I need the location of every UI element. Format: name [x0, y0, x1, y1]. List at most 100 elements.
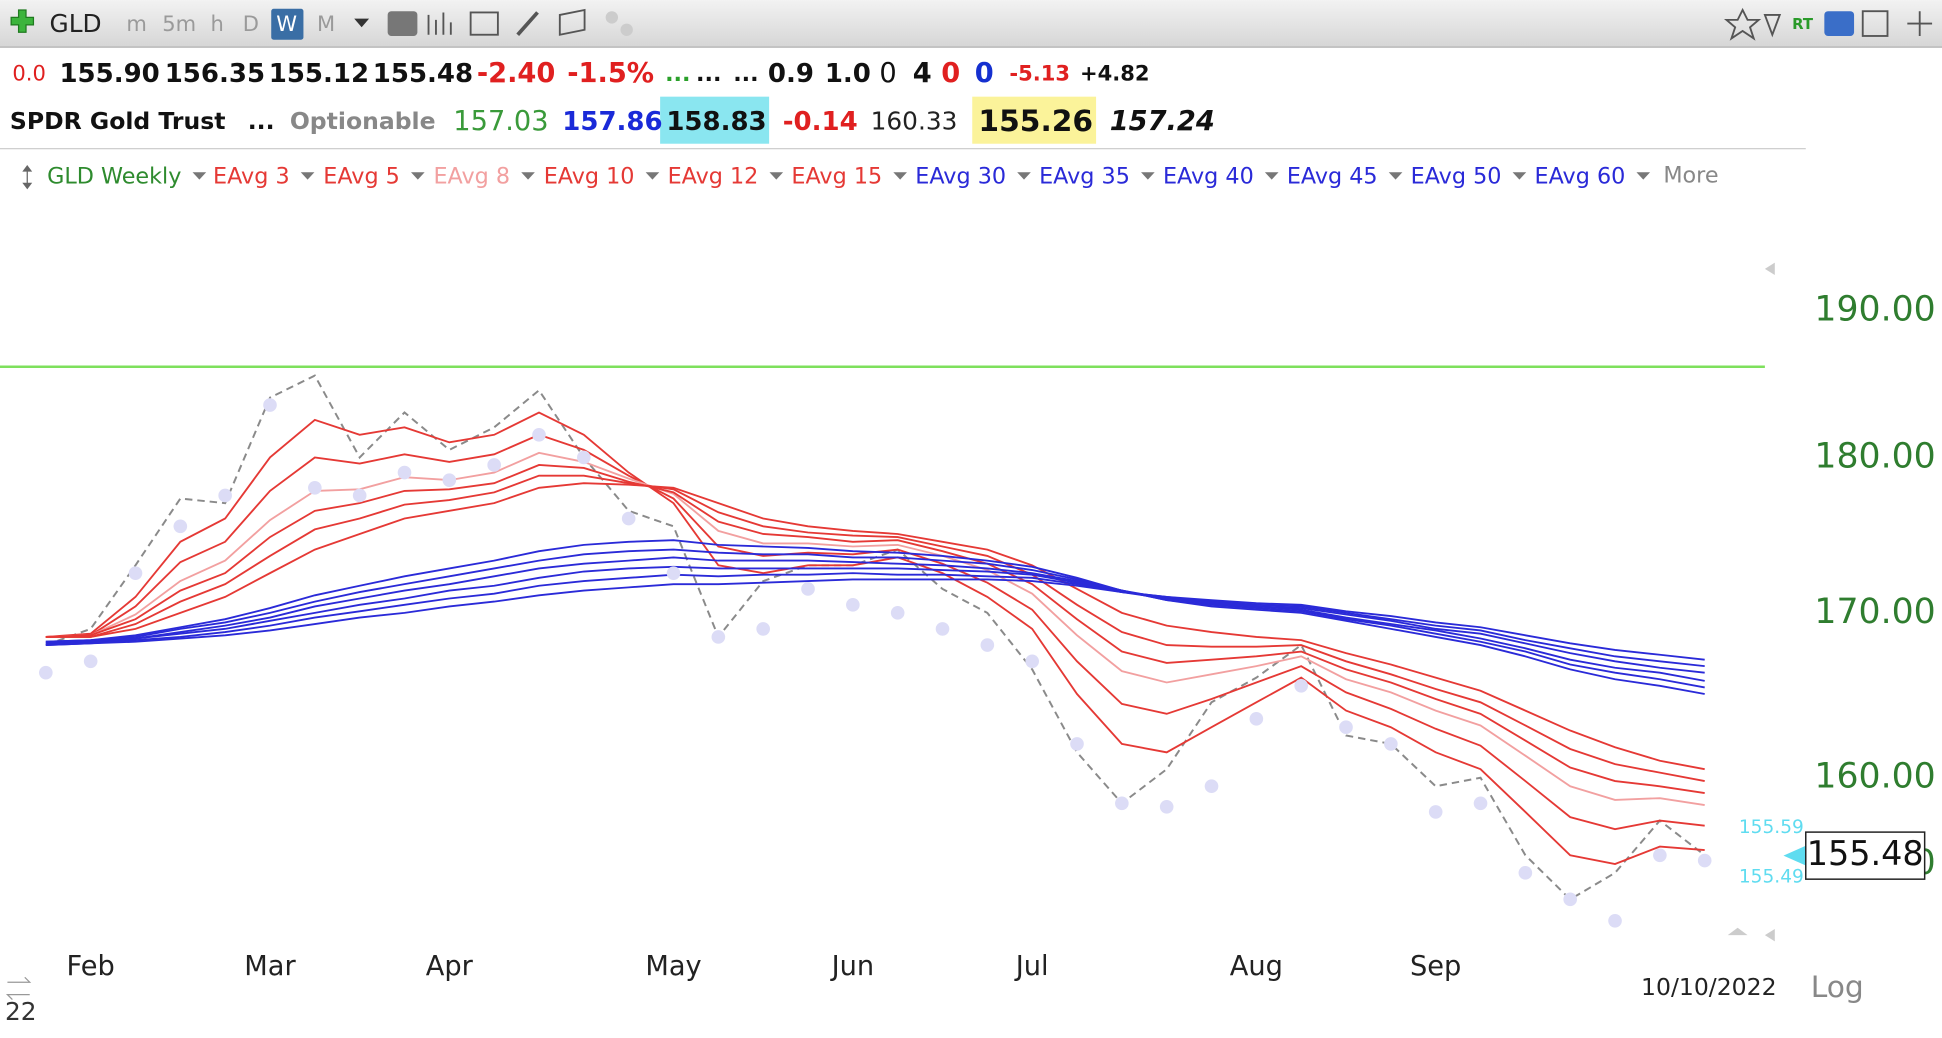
price-dot — [756, 622, 770, 636]
quote-field: 0 — [941, 58, 960, 89]
ema-line — [45, 572, 1705, 668]
price-dot — [1697, 853, 1712, 868]
price-dot — [83, 654, 98, 669]
quote-field: -5.13 — [1009, 60, 1070, 85]
legend-entry[interactable]: EAvg 3 — [213, 164, 290, 190]
side-label: 155.49 — [1739, 866, 1804, 887]
log-toggle[interactable]: Log — [1811, 970, 1864, 1005]
price-dot — [621, 511, 636, 526]
timeframe-button[interactable]: m — [126, 11, 147, 36]
legend-entry[interactable]: EAvg 40 — [1163, 164, 1254, 190]
legend-entry[interactable]: EAvg 8 — [433, 164, 510, 190]
grid-icon[interactable] — [469, 11, 499, 36]
draw-icon[interactable] — [516, 11, 539, 36]
quote-field: -0.14 — [783, 107, 858, 137]
dropdown-icon[interactable] — [354, 18, 370, 28]
timeframe-button[interactable]: h — [211, 11, 224, 36]
price-dot — [487, 458, 501, 472]
rt-label: RT — [1792, 15, 1814, 33]
price-dot — [532, 428, 546, 442]
price-dot — [1339, 720, 1353, 735]
price-dot — [1473, 796, 1488, 811]
quote-field: -2.40 — [477, 58, 555, 89]
price-dot — [442, 473, 457, 487]
legend-dropdown — [1636, 172, 1651, 180]
date-label: 10/10/2022 — [1641, 973, 1777, 1001]
legend-more[interactable]: More — [1663, 162, 1718, 188]
legend-entry[interactable]: GLD Weekly — [47, 164, 181, 190]
ema-line — [45, 474, 1705, 782]
flag-icon[interactable] — [1763, 13, 1782, 38]
quote-field: -1.5% — [567, 58, 654, 89]
legend-dropdown — [1264, 172, 1279, 180]
price-dot — [352, 488, 367, 503]
star-icon[interactable] — [1723, 7, 1762, 41]
price-dot — [1249, 712, 1264, 726]
timeframe-button[interactable]: D — [243, 11, 259, 36]
quote-field: 158.83 — [666, 107, 766, 137]
quote-field: 157.86 — [562, 107, 662, 137]
legend-entry[interactable]: EAvg 35 — [1039, 164, 1130, 190]
legend-dropdown — [893, 172, 907, 180]
ema-line — [45, 548, 1705, 689]
quote-field: 0 — [975, 58, 994, 89]
timeframe-button[interactable]: 5m — [162, 11, 196, 36]
legend-entry[interactable]: EAvg 12 — [668, 164, 759, 190]
legend-dropdown — [1388, 172, 1403, 180]
ema-line — [45, 539, 1705, 695]
ema-line — [45, 464, 1705, 795]
quote-field: 160.33 — [871, 107, 958, 136]
legend-entry[interactable]: EAvg 5 — [323, 164, 400, 190]
quote-field: 155.12 — [269, 59, 369, 89]
legend-dropdown — [645, 172, 660, 180]
link-icon[interactable] — [605, 11, 619, 24]
note-icon[interactable] — [558, 8, 586, 36]
quote-field: 156.35 — [165, 59, 265, 89]
timeframe-button[interactable]: M — [317, 11, 335, 36]
legend-entry[interactable]: EAvg 30 — [915, 164, 1006, 190]
bars-icon[interactable] — [427, 12, 452, 35]
price-dot — [1428, 805, 1443, 819]
ema-line — [45, 578, 1705, 661]
price-pointer — [1783, 845, 1806, 866]
quote-field: 0 — [879, 58, 896, 89]
x-tick-label: Sep — [1410, 951, 1461, 982]
chart-type-icon[interactable] — [387, 11, 418, 36]
quote-field: Optionable — [290, 107, 436, 135]
legend-dropdown — [769, 172, 784, 180]
legend-entry[interactable]: EAvg 60 — [1535, 164, 1626, 190]
add-icon[interactable] — [10, 9, 35, 33]
move-icon[interactable] — [1907, 11, 1933, 36]
quote-field: ... — [665, 61, 690, 87]
price-dot — [577, 450, 591, 465]
price-dot — [1115, 796, 1129, 811]
price-dot — [1159, 799, 1174, 814]
save-icon[interactable] — [1861, 10, 1889, 37]
x-tick-label: May — [645, 951, 701, 982]
y-tick-label: 170.00 — [1814, 592, 1935, 632]
y-tick-label: 190.00 — [1814, 289, 1935, 329]
legend-dropdown — [411, 172, 425, 180]
resize-icon[interactable] — [22, 164, 33, 190]
legend-entry[interactable]: EAvg 15 — [791, 164, 882, 190]
quote-field: 0.9 — [768, 59, 814, 89]
quote-field: 157.24 — [1110, 106, 1215, 137]
price-tag — [1805, 831, 1926, 880]
link-icon[interactable] — [620, 23, 633, 36]
legend-entry[interactable]: EAvg 50 — [1411, 164, 1502, 190]
ema-line — [45, 482, 1705, 771]
price-dot — [1070, 737, 1084, 751]
quote-field: 4 — [913, 58, 932, 89]
x-tick-label: Feb — [67, 951, 115, 982]
price-dot — [1518, 866, 1533, 880]
swap-icon[interactable] — [5, 976, 32, 1000]
legend-entry[interactable]: EAvg 10 — [544, 164, 635, 190]
legend-entry[interactable]: EAvg 45 — [1287, 164, 1378, 190]
price-dot — [1608, 913, 1622, 928]
toolbar — [0, 0, 1942, 48]
corner-label: 22 — [5, 997, 37, 1026]
quote-field: SPDR Gold Trust — [10, 107, 226, 135]
timeframe-button[interactable]: W — [276, 11, 297, 36]
sv-icon[interactable] — [1824, 11, 1855, 36]
